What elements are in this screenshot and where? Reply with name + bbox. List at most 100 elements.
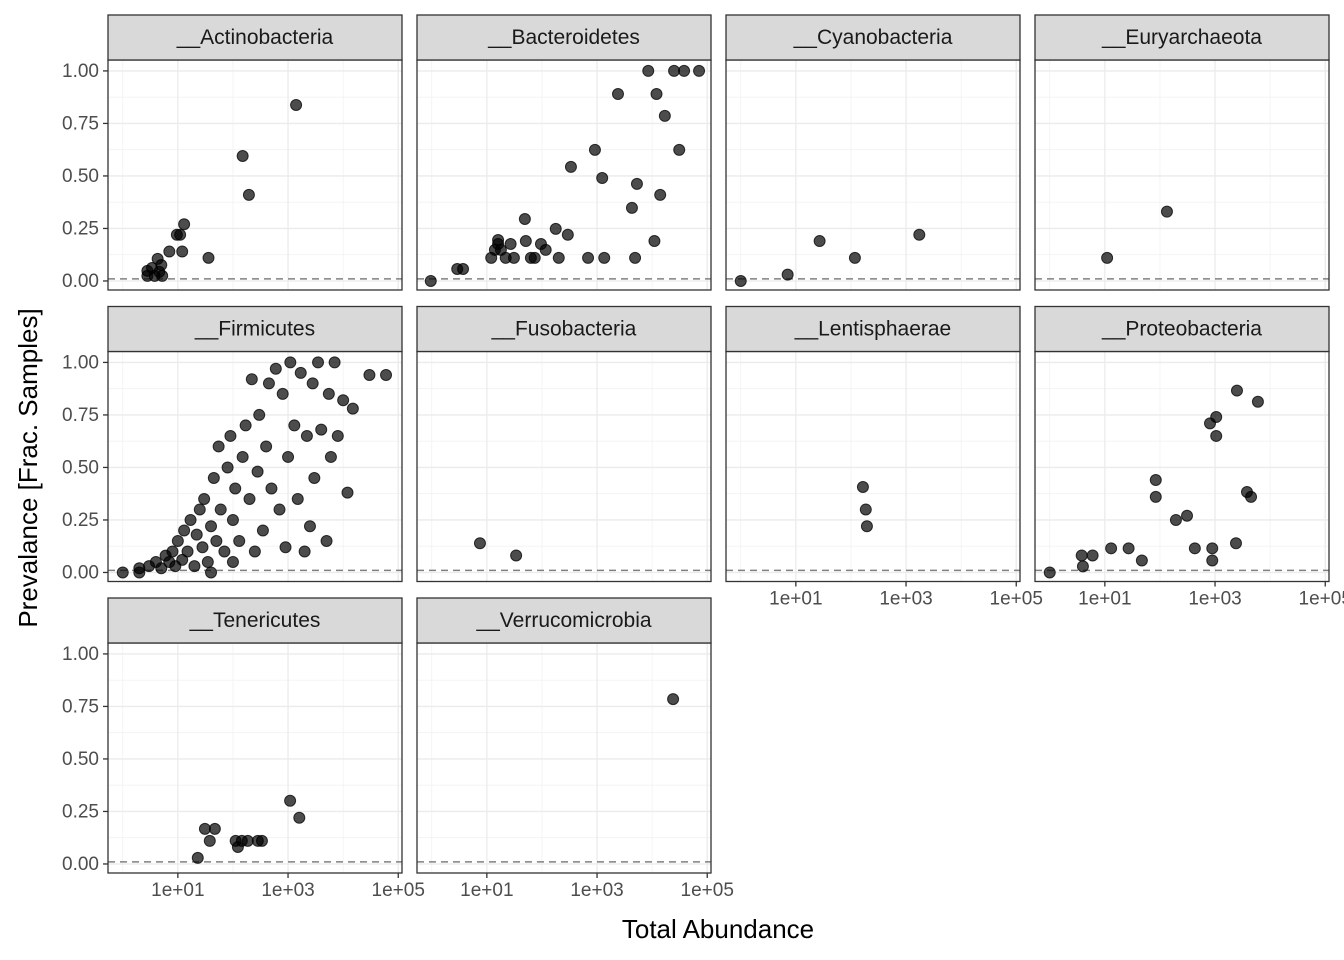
data-point (549, 222, 562, 235)
data-point (201, 555, 214, 568)
data-point (218, 545, 231, 558)
data-point (488, 243, 501, 256)
data-point (288, 419, 301, 432)
data-point (193, 503, 206, 516)
data-point (642, 64, 655, 77)
y-tick-label: 0.75 (62, 113, 99, 134)
data-point (734, 274, 747, 287)
data-point (1245, 490, 1258, 503)
data-point (248, 545, 261, 558)
y-tick-label: 0.50 (62, 749, 99, 770)
strip-label: __Tenericutes (189, 609, 321, 632)
data-point (203, 834, 216, 847)
data-point (510, 549, 523, 562)
data-point (178, 218, 191, 231)
data-point (315, 423, 328, 436)
data-point (276, 387, 289, 400)
data-point (265, 482, 278, 495)
data-point (224, 429, 237, 442)
x-tick-label: 1e+05 (681, 880, 734, 901)
data-point (151, 252, 164, 265)
data-point (552, 251, 565, 264)
data-point (507, 251, 520, 264)
data-point (1188, 542, 1201, 555)
facet-panel: __Tenericutes 0.00 0.25 0.50 0.75 1.00 1e+01 1e… (62, 597, 425, 901)
data-point (205, 566, 218, 579)
data-point (198, 492, 211, 505)
data-point (273, 503, 286, 516)
data-point (262, 377, 275, 390)
data-point (245, 373, 258, 386)
strip (725, 14, 1021, 61)
data-point (363, 369, 376, 382)
data-point (860, 520, 873, 533)
data-point (1230, 384, 1243, 397)
data-point (190, 528, 203, 541)
data-point (282, 450, 295, 463)
data-point (260, 440, 273, 453)
data-point (322, 387, 335, 400)
data-point (306, 377, 319, 390)
data-point (300, 429, 313, 442)
x-tick-label: 1e+01 (151, 880, 204, 901)
data-point (1122, 542, 1135, 555)
strip-label: __Lentisphaerae (794, 318, 951, 341)
y-tick-label: 0.50 (62, 457, 99, 478)
strip (1034, 14, 1330, 61)
data-point (146, 261, 159, 274)
data-point (284, 356, 297, 369)
x-tick-label: 1e+01 (1078, 589, 1131, 610)
data-point (171, 534, 184, 547)
data-point (155, 562, 168, 575)
data-point (630, 177, 643, 190)
y-tick-label: 0.00 (62, 562, 99, 583)
data-point (181, 545, 194, 558)
data-point (629, 251, 642, 264)
data-point (564, 160, 577, 173)
strip (107, 14, 403, 61)
data-point (308, 471, 321, 484)
data-point (328, 356, 341, 369)
x-axis-title: Total Abundance (622, 914, 814, 944)
data-point (251, 465, 264, 478)
y-axis-title: Prevalance [Frac. Samples] (13, 308, 43, 627)
data-point (504, 238, 517, 250)
data-point (298, 545, 311, 558)
data-point (291, 492, 304, 505)
facet-panel: __Bacteroidetes (416, 14, 712, 291)
strip-label: __Bacteroidetes (487, 26, 640, 49)
data-point (293, 811, 306, 824)
data-point (673, 143, 686, 156)
data-point (241, 834, 254, 847)
facet-panel: __Lentisphaerae 1e+01 1e+03 1e+05 (725, 305, 1043, 610)
data-point (1135, 554, 1148, 567)
x-tick-label: 1e+01 (769, 589, 822, 610)
strip-label: __Verrucomicrobia (475, 609, 651, 632)
data-point (1251, 395, 1264, 408)
data-point (1206, 554, 1219, 567)
y-tick-label: 0.25 (62, 510, 99, 531)
data-point (116, 566, 129, 579)
strip (416, 597, 712, 644)
data-point (294, 366, 307, 379)
data-point (1181, 509, 1194, 522)
data-point (233, 534, 246, 547)
x-tick-label: 1e+01 (460, 880, 513, 901)
data-point (290, 98, 303, 111)
panel-background (417, 643, 711, 873)
data-point (519, 235, 532, 248)
data-point (380, 369, 393, 382)
data-point (198, 822, 211, 835)
data-point (1169, 513, 1182, 526)
data-point (253, 408, 266, 421)
facet-panel: __Verrucomicrobia 1e+01 1e+03 1e+05 (416, 597, 734, 901)
data-point (320, 534, 333, 547)
strip-label: __Actinobacteria (176, 26, 334, 49)
strip-label: __Fusobacteria (491, 318, 637, 341)
data-point (242, 188, 255, 201)
data-point (236, 450, 249, 463)
data-point (1210, 429, 1223, 442)
data-point (346, 402, 359, 415)
data-point (611, 88, 624, 101)
strip (107, 597, 403, 644)
